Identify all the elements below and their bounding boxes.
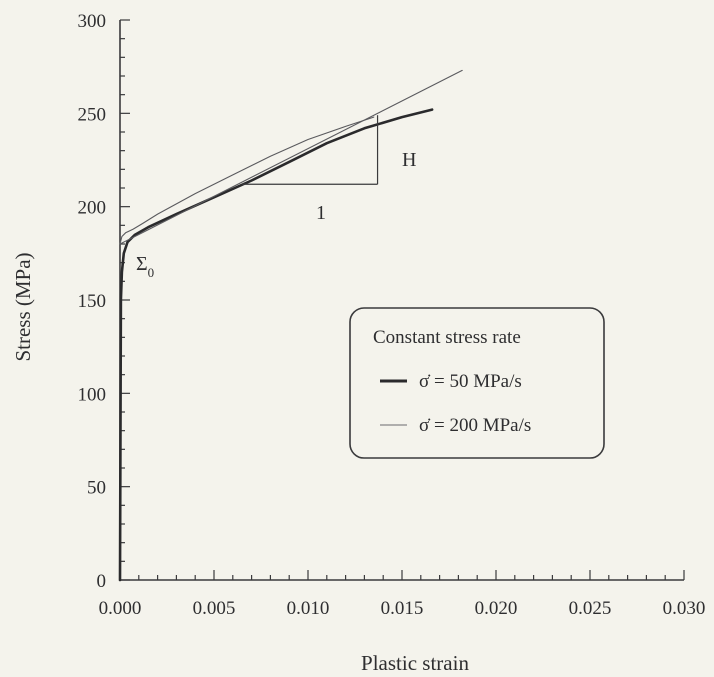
hardening-fit-line (119, 69, 463, 245)
y-tick-label: 100 (78, 384, 107, 405)
y-tick-label: 50 (87, 478, 106, 499)
x-tick-label: 0.015 (381, 598, 424, 619)
tick-labels: 0.000 0.005 0.010 0.015 0.020 0.025 0.03005010… (78, 11, 706, 619)
y-axis-title: Stress (MPa) (11, 252, 35, 361)
x-tick-label: 0.010 (287, 598, 330, 619)
tick-marks (119, 19, 685, 581)
y-tick-label: 300 (78, 11, 107, 32)
axes (119, 20, 684, 581)
annotation-sigma0: Σ0 (136, 253, 154, 280)
annotation-sigma-subscript: 0 (148, 265, 155, 280)
x-tick-label: 0.025 (569, 598, 612, 619)
x-tick-label: 0.005 (193, 598, 236, 619)
legend-title: Constant stress rate (373, 327, 521, 348)
x-axis-title: Plastic strain (361, 651, 469, 675)
series-200-mpa-line (119, 116, 375, 245)
y-tick-label: 200 (78, 198, 107, 219)
annotation-one: 1 (316, 202, 326, 224)
x-tick-label: 0.030 (663, 598, 706, 619)
x-tick-label: 0.000 (99, 598, 142, 619)
slope-triangle (242, 115, 379, 185)
y-tick-label: 250 (78, 104, 107, 125)
series-50-mpa-line (118, 108, 434, 582)
annotation-sigma-symbol: Σ (136, 253, 148, 275)
y-tick-label: 0 (97, 571, 107, 592)
annotation-h: H (402, 149, 416, 171)
legend-entry-200: σ̇ = 200 MPa/s (419, 415, 531, 436)
x-tick-label: 0.020 (475, 598, 518, 619)
legend-entry-50: σ̇ = 50 MPa/s (419, 371, 522, 392)
legend: Constant stress rate σ̇ = 50 MPa/s σ̇ = … (349, 307, 605, 459)
y-tick-label: 150 (78, 291, 107, 312)
series-layer (118, 69, 463, 582)
legend-box (349, 307, 605, 459)
